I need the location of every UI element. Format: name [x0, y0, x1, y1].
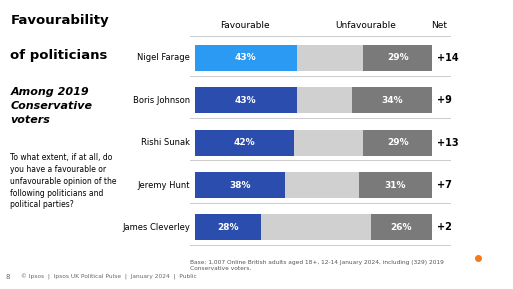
- Text: 43%: 43%: [235, 96, 256, 105]
- Text: Rishi Sunak: Rishi Sunak: [141, 138, 190, 147]
- Text: 29%: 29%: [387, 53, 409, 62]
- Text: 42%: 42%: [234, 138, 255, 147]
- Text: To what extent, if at all, do
you have a favourable or
unfavourable opinion of t: To what extent, if at all, do you have a…: [10, 153, 117, 209]
- Text: James Cleverley: James Cleverley: [122, 223, 190, 232]
- Bar: [370, 214, 432, 240]
- Bar: [194, 45, 297, 71]
- Text: 28%: 28%: [217, 223, 239, 232]
- Text: +9: +9: [437, 95, 452, 105]
- Text: Favourability: Favourability: [10, 14, 109, 27]
- Text: © Ipsos  |  Ipsos UK Political Pulse  |  January 2024  |  Public: © Ipsos | Ipsos UK Political Pulse | Jan…: [21, 274, 196, 280]
- Text: +7: +7: [437, 180, 452, 190]
- Text: Base: 1,007 Online British adults aged 18+, 12-14 January 2024, including (329) : Base: 1,007 Online British adults aged 1…: [190, 260, 444, 271]
- Text: Favourable: Favourable: [220, 21, 269, 30]
- Bar: [351, 87, 432, 114]
- Text: 26%: 26%: [391, 223, 412, 232]
- Bar: [194, 214, 261, 240]
- Text: Boris Johnson: Boris Johnson: [133, 96, 190, 105]
- Text: +13: +13: [437, 138, 459, 148]
- Bar: [359, 172, 432, 198]
- Text: +2: +2: [437, 222, 452, 232]
- Text: Net: Net: [431, 21, 447, 30]
- Text: Among 2019
Conservative
voters: Among 2019 Conservative voters: [10, 87, 92, 125]
- Bar: [297, 45, 363, 71]
- Text: Nigel Farage: Nigel Farage: [137, 53, 190, 62]
- Bar: [294, 129, 363, 156]
- Text: Unfavourable: Unfavourable: [336, 21, 396, 30]
- Text: 8: 8: [5, 274, 10, 280]
- Bar: [194, 172, 285, 198]
- Text: 34%: 34%: [381, 96, 403, 105]
- Bar: [194, 129, 294, 156]
- Text: 31%: 31%: [385, 181, 406, 190]
- Text: Jeremy Hunt: Jeremy Hunt: [137, 181, 190, 190]
- Bar: [261, 214, 370, 240]
- Bar: [363, 129, 432, 156]
- Text: +14: +14: [437, 53, 459, 63]
- Text: 38%: 38%: [229, 181, 250, 190]
- Bar: [194, 87, 297, 114]
- Text: 43%: 43%: [235, 53, 256, 62]
- Bar: [363, 45, 432, 71]
- Bar: [285, 172, 359, 198]
- Bar: [297, 87, 351, 114]
- Text: 29%: 29%: [387, 138, 409, 147]
- Text: of politicians: of politicians: [10, 49, 108, 62]
